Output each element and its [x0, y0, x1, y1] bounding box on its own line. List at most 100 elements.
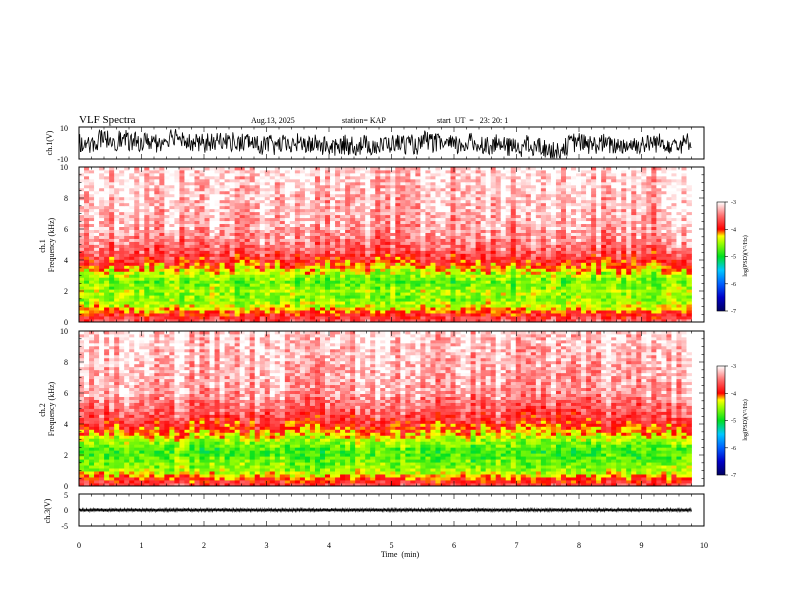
ch1-spectrogram-cell	[591, 244, 597, 248]
ch1-spectrogram-cell	[631, 304, 637, 308]
ch1-spectrogram-cell	[179, 274, 185, 278]
ch1-spectrogram-cell	[445, 232, 451, 236]
ch1-spectrogram-cell	[304, 223, 311, 228]
ch1-spectrogram-cell	[79, 247, 85, 251]
ch1-spectrogram-cell	[114, 289, 120, 293]
ch1-spectrogram-cell	[460, 268, 466, 272]
ch1-spectrogram-cell	[385, 277, 391, 281]
ch1-spectrogram-cell	[360, 235, 366, 239]
ch1-spectrogram-cell	[540, 304, 547, 308]
ch1-spectrogram-cell	[129, 289, 135, 293]
ch1-spectrogram-cell	[284, 211, 291, 216]
ch1-spectrogram-cell	[219, 310, 225, 314]
ch1-spectrogram-cell	[385, 208, 391, 213]
ch1-spectrogram-cell	[576, 301, 582, 305]
ch1-spectrogram-cell	[681, 274, 687, 278]
ch1-spectrogram-cell	[309, 214, 316, 219]
ch1-spectrogram-cell	[611, 316, 617, 320]
ch1-spectrogram-cell	[234, 217, 241, 222]
ch1-spectrogram-cell	[671, 229, 677, 233]
ch1-spectrogram-cell	[400, 274, 406, 278]
ch1-spectrogram-cell	[94, 205, 100, 210]
ch1-spectrogram-cell	[425, 244, 431, 248]
ch1-spectrogram-cell	[540, 223, 547, 228]
ch1-spectrogram-cell	[400, 313, 406, 317]
ch1-spectrogram-cell	[244, 319, 251, 323]
ch1-spectrogram-cell	[385, 286, 391, 290]
ch1-spectrogram-cell	[244, 220, 251, 225]
ch1-spectrogram-cell	[430, 319, 436, 323]
ch1-spectrogram-cell	[254, 208, 261, 213]
ch1-spectrogram-cell	[224, 208, 231, 213]
ch1-spectrogram-cell	[239, 250, 246, 254]
ch1-spectrogram-cell	[124, 280, 130, 284]
ch1-spectrogram-cell	[560, 211, 567, 216]
ch1-spectrogram-cell	[179, 235, 185, 239]
ch1-spectrogram-cell	[425, 271, 431, 275]
ch1-spectrogram-cell	[149, 289, 155, 293]
ch1-spectrogram-cell	[149, 283, 155, 287]
ch1-spectrogram-cell	[189, 211, 195, 216]
ch1-spectrogram-cell	[159, 247, 165, 251]
ch1-spectrogram-cell	[606, 313, 612, 317]
ch1-spectrogram-cell	[400, 223, 406, 228]
ch1-spectrogram-cell	[154, 292, 160, 296]
ch1-spectrogram-cell	[325, 271, 331, 275]
ch1-spectrogram-cell	[360, 259, 366, 263]
ch1-spectrogram-cell	[641, 304, 647, 308]
ch1-spectrogram-cell	[370, 202, 376, 207]
ch1-spectrogram-cell	[666, 256, 672, 260]
ch1-spectrogram-cell	[596, 244, 602, 248]
ch1-spectrogram-cell	[651, 304, 657, 308]
ch1-spectrogram-cell	[636, 244, 642, 248]
ch1-spectrogram-cell	[530, 280, 537, 284]
ch1-spectrogram-cell	[591, 208, 597, 213]
ch1-spectrogram-cell	[79, 298, 85, 302]
ch1-spectrogram-cell	[460, 256, 466, 260]
ch1-spectrogram-cell	[214, 292, 220, 296]
ch1-spectrogram-cell	[209, 313, 215, 317]
ch1-spectrogram-cell	[490, 316, 497, 320]
ch1-spectrogram-cell	[450, 211, 456, 216]
ch1-spectrogram-cell	[581, 214, 587, 219]
ch1-spectrogram-cell	[636, 316, 642, 320]
ch1-spectrogram-cell	[79, 238, 85, 242]
ch1-spectrogram-cell	[294, 319, 301, 323]
ch1-spectrogram-cell	[430, 247, 436, 251]
ch1-spectrogram-cell	[345, 283, 351, 287]
ch1-spectrogram-cell	[651, 223, 657, 228]
ch1-spectrogram-cell	[289, 214, 296, 219]
ch1-spectrogram-cell	[259, 220, 266, 225]
ch1-spectrogram-cell	[309, 238, 316, 242]
ch1-spectrogram-cell	[641, 214, 647, 219]
ch1-spectrogram-cell	[430, 304, 436, 308]
ch1-spectrogram-cell	[294, 274, 301, 278]
ch1-spectrogram-cell	[194, 307, 200, 311]
ch1-spectrogram-cell	[430, 235, 436, 239]
ch1-spectrogram-cell	[174, 292, 180, 296]
ch1-spectrogram-cell	[149, 241, 155, 245]
ch1-spectrogram-cell	[560, 208, 567, 213]
ch1-spectrogram-cell	[525, 307, 532, 311]
ch1-spectrogram-cell	[530, 262, 537, 266]
ch1-spectrogram-cell	[445, 259, 451, 263]
ch1-spectrogram-cell	[214, 310, 220, 314]
ch1-spectrogram-cell	[661, 208, 667, 213]
ch1-spectrogram-cell	[651, 220, 657, 225]
ch1-spectrogram-cell	[626, 250, 632, 254]
ch1-spectrogram-cell	[209, 214, 215, 219]
ch1-spectrogram-cell	[450, 313, 456, 317]
ch1-spectrogram-cell	[179, 220, 185, 225]
ch1-spectrogram-cell	[661, 268, 667, 272]
ch1-spectrogram-cell	[330, 268, 336, 272]
ch1-spectrogram-cell	[576, 232, 582, 236]
ch1-spectrogram-cell	[314, 280, 321, 284]
ch1-spectrogram-cell	[355, 313, 361, 317]
ch1-spectrogram-cell	[279, 316, 286, 320]
ch1-spectrogram-cell	[340, 223, 346, 228]
ch1-spectrogram-cell	[535, 253, 542, 257]
ch1-spectrogram-cell	[410, 295, 416, 299]
ch1-spectrogram-cell	[545, 202, 552, 207]
ch1-spectrogram-cell	[84, 313, 90, 317]
ch1-spectrogram-cell	[661, 250, 667, 254]
